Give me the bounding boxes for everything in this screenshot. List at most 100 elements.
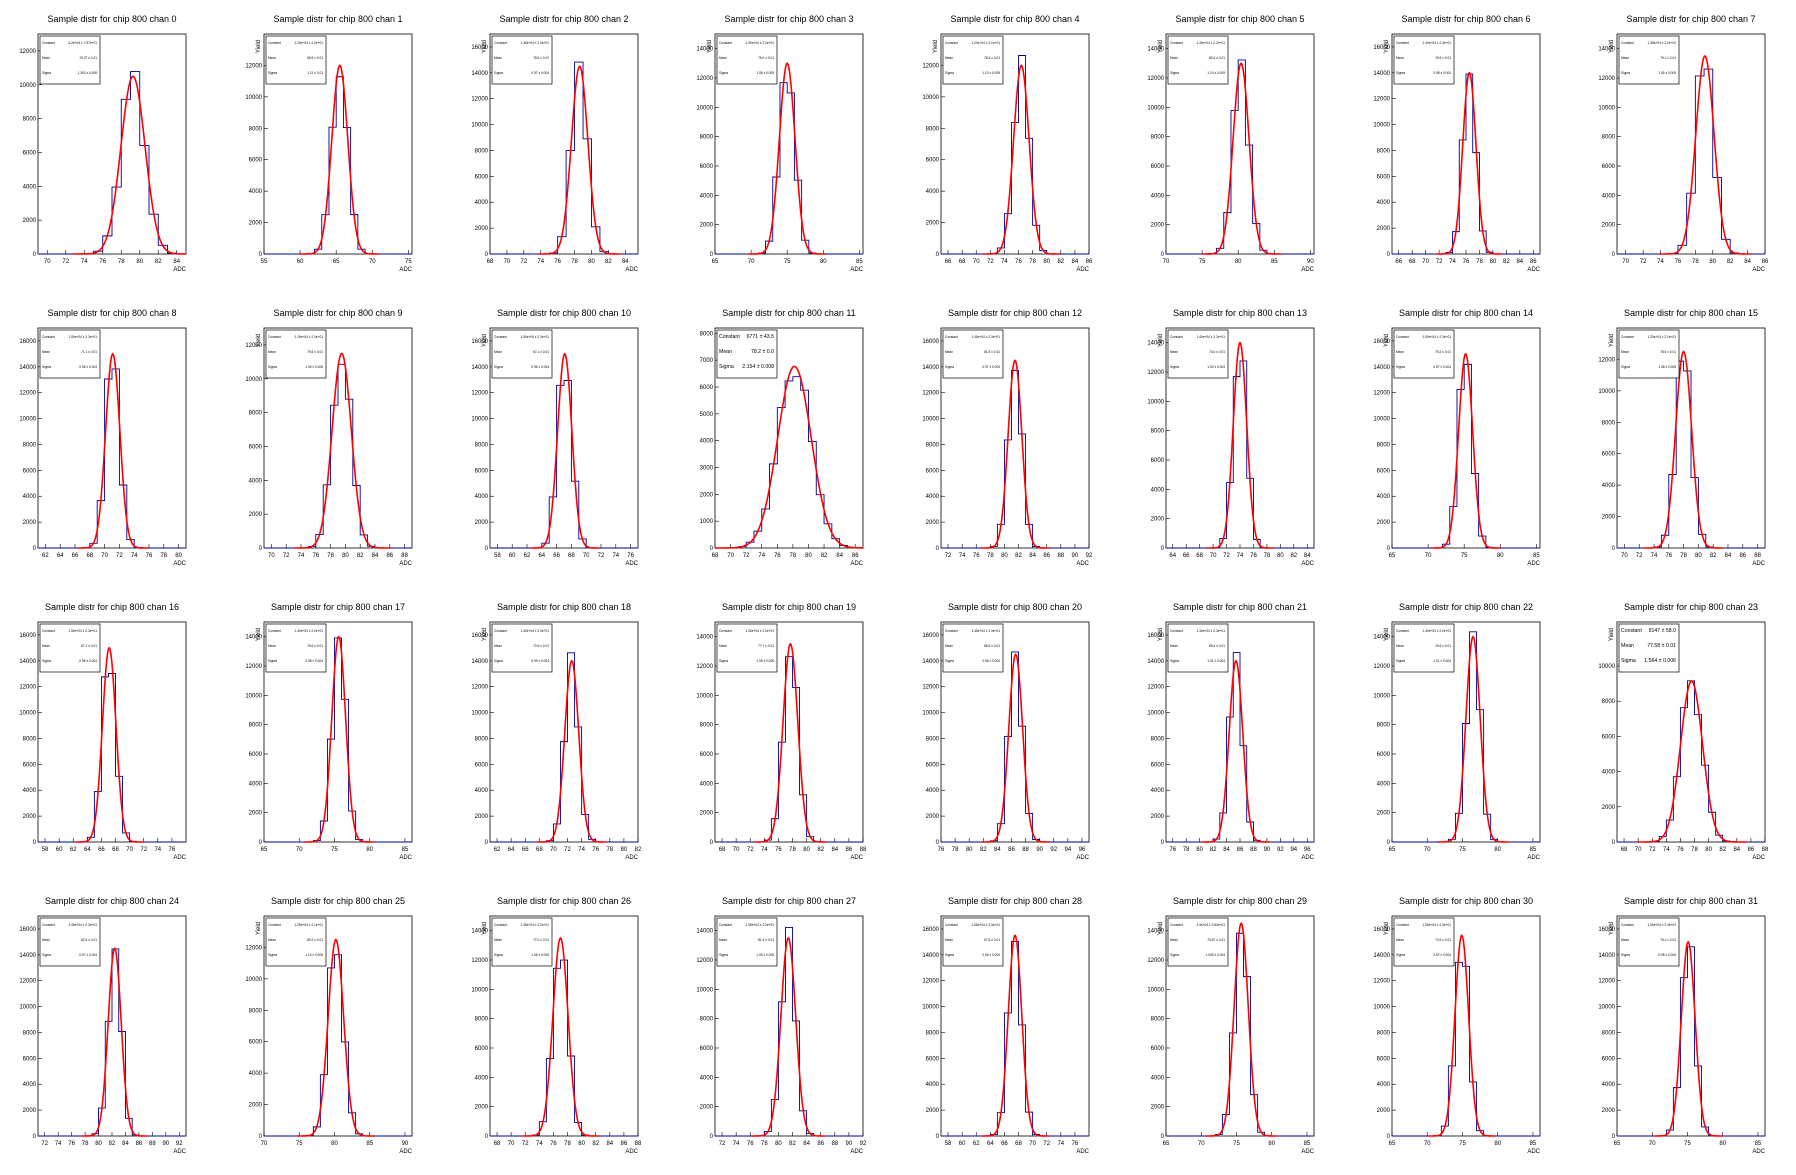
y-tick-label: 14000: [19, 659, 36, 665]
plot-frame: [263, 33, 413, 255]
x-tick-label: 80: [1196, 847, 1203, 853]
plot-area: Sample distr for chip 800 chan 2 68 70 72 74…: [471, 14, 638, 273]
y-tick-label: 10000: [19, 83, 36, 89]
x-tick-label: 76: [973, 553, 980, 559]
gaussian-fit-curve: [1427, 934, 1496, 1137]
x-tick-label: 70: [101, 553, 108, 559]
stats-key: Sigma: [494, 365, 503, 369]
stats-value: 1.30 ± 0.006: [305, 365, 323, 369]
stats-value: 65.5 ± 0.01: [307, 56, 323, 60]
chart-title: Sample distr for chip 800 chan 13: [1173, 308, 1307, 318]
y-tick-label: 2000: [1151, 223, 1165, 229]
y-tick-label: 0: [710, 840, 714, 846]
x-axis-label: ADC: [173, 561, 186, 567]
x-tick-label: 68: [1196, 553, 1203, 559]
histogram-bars: [38, 71, 187, 255]
y-tick-label: 14000: [696, 47, 713, 53]
stats-box: [39, 329, 101, 379]
stats-key: Constant: [1396, 41, 1409, 45]
y-tick-label: 4000: [1377, 494, 1391, 500]
x-tick-label: 68: [536, 847, 543, 853]
y-tick-label: 4000: [475, 494, 489, 500]
x-tick-label: 76: [1015, 259, 1022, 265]
histogram-svg: Sample distr for chip 800 chan 25 70 75 80 8…: [245, 896, 412, 1155]
y-tick-label: 12000: [19, 391, 36, 397]
x-tick-label: 72: [743, 553, 750, 559]
stats-value: 75.67 ± 0.01: [1207, 938, 1225, 942]
histogram-svg: Sample distr for chip 800 chan 7 70 72 74 76…: [1598, 14, 1769, 273]
gaussian-fit-curve: [748, 62, 827, 255]
histogram-svg: Sample distr for chip 800 chan 13 64 66 68 7…: [1147, 308, 1314, 567]
stats-key: Mean: [1170, 644, 1178, 648]
chart-title: Sample distr for chip 800 chan 23: [1624, 602, 1758, 612]
x-tick-label: 78: [327, 553, 334, 559]
plot-area: Sample distr for chip 800 chan 25 70 75 80 8…: [245, 896, 412, 1155]
x-tick-label: 75: [1233, 1141, 1240, 1147]
stats-key: Mean: [719, 938, 727, 942]
y-tick-label: 6000: [1151, 164, 1165, 170]
stats-box: [716, 623, 778, 673]
y-tick-label: 14000: [471, 929, 488, 935]
x-axis-label: ADC: [1752, 1149, 1765, 1155]
x-tick-label: 82: [817, 847, 824, 853]
x-tick-label: 75: [331, 847, 338, 853]
gaussian-fit-curve: [1436, 71, 1503, 255]
stats-value: 1.08 ± 0.005: [756, 71, 774, 75]
x-tick-label: 84: [994, 847, 1001, 853]
plot-area: Sample distr for chip 800 chan 1 55 60 65 70…: [245, 14, 412, 273]
y-axis-label: Yield: [933, 40, 939, 53]
y-tick-label: 6000: [23, 468, 37, 474]
stats-box: [1618, 329, 1680, 379]
chart-title: Sample distr for chip 800 chan 18: [497, 602, 631, 612]
x-tick-label: 78: [761, 1141, 768, 1147]
histogram-pad: Sample distr for chip 800 chan 20 76 78 80 8…: [903, 588, 1127, 881]
y-tick-label: 0: [33, 546, 37, 552]
histogram-pad: Sample distr for chip 800 chan 30 65 70 75 8…: [1354, 882, 1578, 1175]
x-tick-label: 84: [1725, 553, 1732, 559]
x-tick-label: 72: [522, 1141, 529, 1147]
y-tick-label: 6000: [700, 385, 714, 391]
histogram-svg: Sample distr for chip 800 chan 31 65 70 75 8…: [1598, 896, 1765, 1155]
x-tick-label: 80: [966, 847, 973, 853]
x-tick-label: 78: [160, 553, 167, 559]
y-tick-label: 2000: [700, 223, 714, 229]
stats-value: 1.35e+04 ± 2.2e+01: [1647, 41, 1676, 45]
x-tick-label: 76: [1677, 847, 1684, 853]
x-tick-label: 76: [1675, 259, 1682, 265]
x-tick-label: 75: [1684, 1141, 1691, 1147]
gaussian-fit-curve: [1659, 54, 1751, 255]
stats-key: Constant: [42, 41, 55, 45]
x-tick-label: 76: [592, 847, 599, 853]
chart-title: Sample distr for chip 800 chan 16: [45, 602, 179, 612]
stats-box: [1393, 329, 1455, 379]
histogram-svg: Sample distr for chip 800 chan 15 70 72 74 7…: [1598, 308, 1766, 567]
stats-value: 1.50e+04 ± 2.3e+01: [68, 335, 97, 339]
plot-frame: [1165, 915, 1315, 1137]
plot-frame: [1616, 327, 1766, 549]
stats-key: Sigma: [42, 953, 51, 957]
histogram-pad: Sample distr for chip 800 chan 27 72 74 76 7…: [677, 882, 901, 1175]
x-tick-label: 85: [402, 847, 409, 853]
stats-value: 1.45e+04 ± 2.3e+01: [520, 41, 549, 45]
histogram-pad: Sample distr for chip 800 chan 0 70 72 74 76…: [0, 0, 224, 293]
x-tick-label: 86: [1086, 259, 1093, 265]
y-tick-label: 2000: [249, 221, 263, 227]
x-tick-label: 74: [131, 553, 138, 559]
y-tick-label: 6000: [1377, 468, 1391, 474]
stats-value: 81.5 ± 0.01: [984, 350, 1000, 354]
stats-value: 0.96 ± 0.004: [531, 365, 549, 369]
stats-value: 75.6 ± 0.01: [307, 644, 323, 648]
y-tick-label: 14000: [922, 365, 939, 371]
y-tick-label: 2000: [1602, 805, 1616, 811]
y-tick-label: 8000: [926, 126, 940, 132]
plot-area: Sample distr for chip 800 chan 19 68 70 72 7…: [696, 602, 867, 861]
chart-title: Sample distr for chip 800 chan 19: [722, 602, 856, 612]
y-tick-label: 4000: [475, 200, 489, 206]
stats-value: 78.0 ± 0.01: [1660, 350, 1676, 354]
x-tick-label: 78: [1183, 847, 1190, 853]
x-tick-label: 70: [44, 259, 51, 265]
x-tick-label: 92: [1277, 847, 1284, 853]
y-tick-label: 4000: [1602, 1082, 1616, 1088]
y-tick-label: 0: [1161, 546, 1165, 552]
stats-value: 1.05 ± 0.005: [1658, 71, 1676, 75]
